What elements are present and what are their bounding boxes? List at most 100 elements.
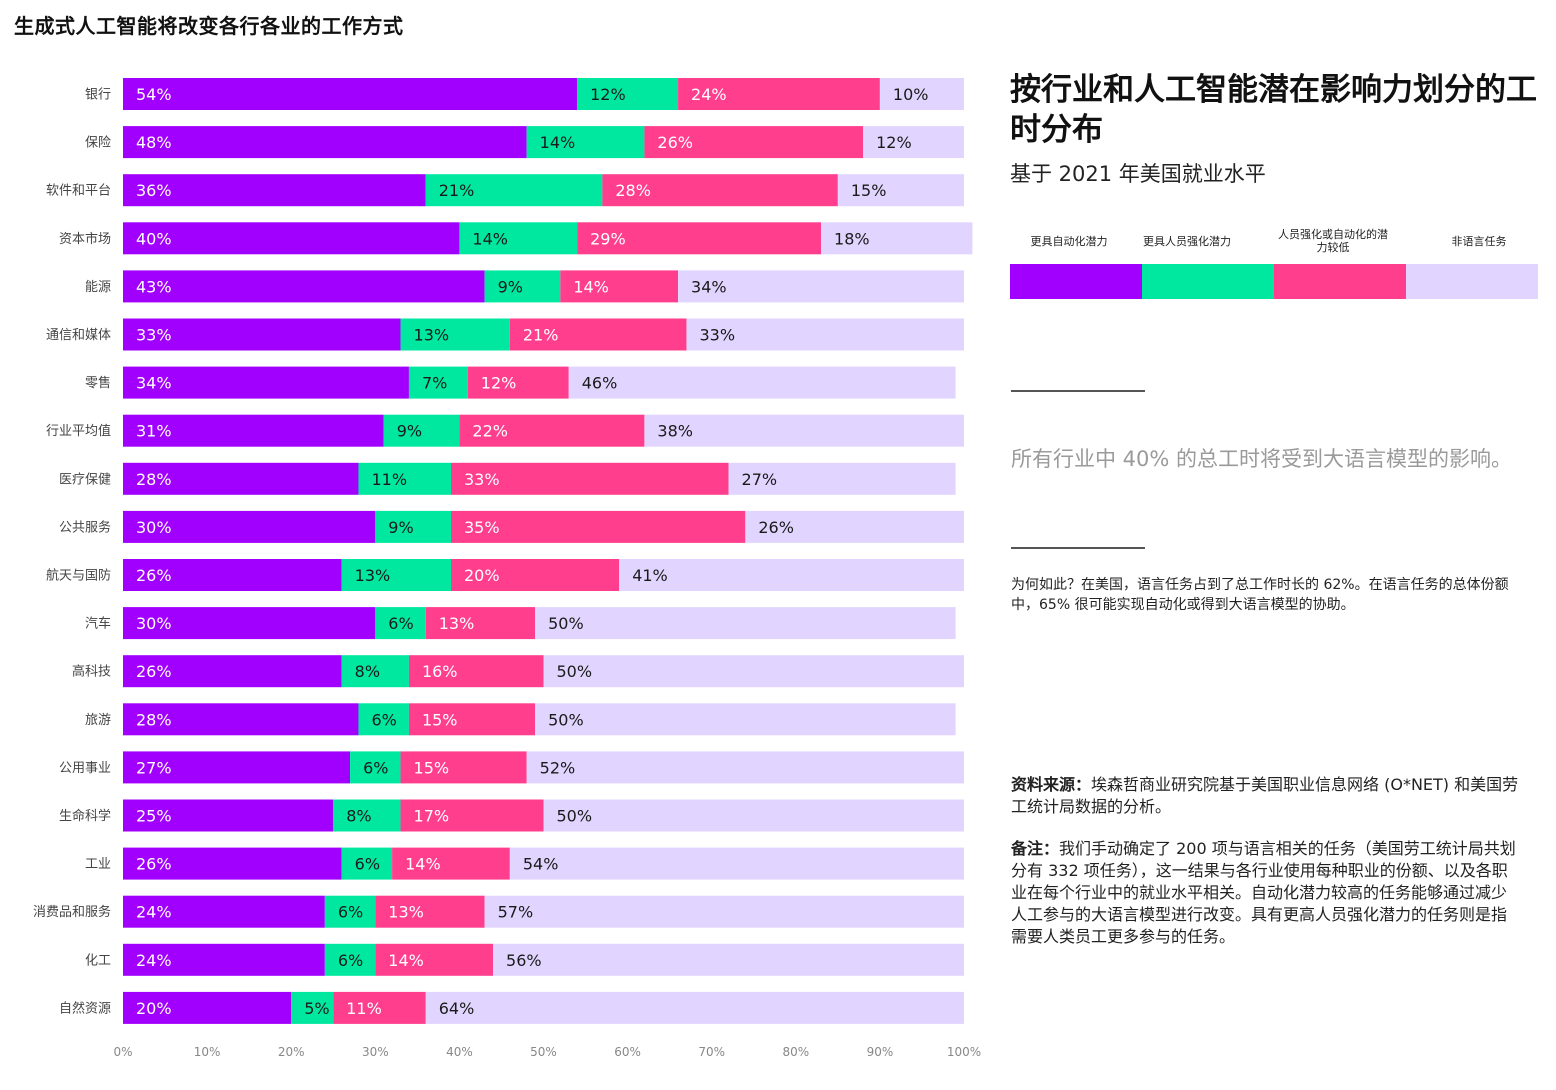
bar-segment-automation [123,799,334,832]
data-label-augmentation: 6% [338,903,363,922]
category-label: 化工 [85,953,111,968]
data-label-augmentation: 6% [388,614,413,633]
category-label: 生命科学 [59,808,111,824]
data-label-automation: 54% [136,85,172,104]
data-label-automation: 27% [136,758,172,777]
bar-segment-augmentation [459,222,578,255]
bar-segment-augmentation [484,270,561,303]
category-label: 工业 [85,857,111,872]
explanation-text: 为何如此？在美国，语言任务占到了总工作时长的 62%。在语言任务的总体份额中，6… [1011,577,1509,613]
data-label-augmentation: 9% [397,422,422,441]
bar-segment-low-potential [644,126,864,159]
bar-segment-low-potential [375,895,485,928]
data-label-low-potential: 15% [422,710,458,729]
data-label-augmentation: 14% [540,133,576,152]
bar-segment-automation [123,126,527,159]
category-label: 航天与国防 [46,568,111,584]
bar-segment-augmentation [341,559,451,591]
category-label: 高科技 [72,664,111,680]
bar-segment-non-language [821,222,973,255]
legend-label-augmentation: 更具人员强化潜力 [1143,234,1231,248]
bar-segment-low-potential [408,703,536,736]
bar-segment-automation [123,462,359,495]
data-label-low-potential: 13% [439,614,475,633]
category-label: 汽车 [85,616,111,632]
bar-segment-automation [123,222,460,255]
data-label-non-language: 52% [540,758,576,777]
source-text: 埃森哲商业研究院基于美国职业信息网络 (O*NET) 和美国劳工统计局数据的分析… [1011,775,1519,816]
bar-segment-low-potential [450,510,746,543]
bar-segment-non-language [484,895,964,928]
bar-segment-automation [123,943,325,976]
data-label-automation: 26% [136,855,172,874]
data-label-automation: 40% [136,229,172,248]
legend-swatch-augmentation [1142,264,1274,299]
legend-label-low-potential: 人员强化或自动化的潜力较低 [1278,228,1388,254]
bar-segment-non-language [425,991,964,1024]
data-label-non-language: 26% [758,518,794,537]
note-text: 我们手动确定了 200 项与语言相关的任务（美国劳工统计局共划分有 332 项任… [1011,839,1516,946]
data-label-augmentation: 6% [355,855,380,874]
bar-segment-augmentation [375,607,426,640]
bar-segment-automation [123,174,426,207]
bar-segment-automation [123,703,359,736]
bar-segment-automation [123,78,578,110]
highlight-text: 所有行业中 40% 的总工时将受到大语言模型的影响。 [1011,447,1513,471]
data-label-automation: 36% [136,181,172,200]
bar-segment-augmentation [383,414,460,447]
data-label-low-potential: 13% [388,903,424,922]
data-label-automation: 31% [136,422,172,441]
bar-segment-low-potential [425,607,536,640]
data-label-non-language: 50% [548,614,584,633]
bar-segment-automation [123,510,376,543]
data-label-automation: 28% [136,470,172,489]
data-label-low-potential: 16% [422,662,458,681]
legend-label-automation: 更具自动化潜力 [1030,234,1108,248]
bar-segment-augmentation [291,991,334,1024]
bar-segment-augmentation [375,510,451,543]
x-tick-label: 10% [194,1045,221,1059]
bar-segment-non-language [568,366,956,399]
legend-swatch-non-language [1406,264,1538,299]
bar-segment-automation [123,607,376,640]
data-label-automation: 30% [136,614,172,633]
bar-segment-low-potential [560,270,679,303]
category-label: 消费品和服务 [33,904,111,920]
data-label-augmentation: 13% [355,566,391,585]
data-label-non-language: 57% [498,903,534,922]
bar-segment-augmentation [324,895,376,928]
bar-segment-non-language [535,607,956,640]
bar-segment-automation [123,847,342,880]
data-label-augmentation: 21% [439,181,475,200]
data-label-low-potential: 22% [472,422,508,441]
category-label: 公用事业 [59,761,111,776]
data-label-non-language: 64% [439,999,475,1018]
data-label-non-language: 50% [548,710,584,729]
data-label-non-language: 38% [657,422,693,441]
data-label-augmentation: 13% [414,326,450,345]
data-label-augmentation: 6% [371,710,396,729]
bar-segment-augmentation [358,703,409,736]
bar-segment-augmentation [577,78,679,110]
data-label-augmentation: 5% [304,999,329,1018]
bar-segment-low-potential [400,751,527,784]
data-label-augmentation: 11% [371,470,407,489]
bar-segment-low-potential [459,414,645,447]
stacked-bar-chart: 银行 54% 12% 24% 10% 保险 48% 14% 26% 12% 软件和平台 36% 21% 2… [33,78,981,1059]
bar-segment-non-language [745,510,964,543]
source-label: 资料来源： [1011,775,1092,794]
bar-segment-low-potential [678,78,880,110]
data-label-non-language: 50% [557,662,593,681]
data-label-low-potential: 29% [590,229,626,248]
bar-segment-low-potential [333,991,426,1024]
bar-segment-low-potential [450,559,620,591]
bar-segment-automation [123,751,351,784]
bar-segment-low-potential [408,655,544,688]
category-label: 医疗保健 [59,472,111,487]
bar-segment-automation [123,318,401,351]
divider-top [1011,390,1145,392]
data-label-low-potential: 21% [523,326,559,345]
category-label: 保险 [85,136,111,151]
bar-segment-non-language [837,174,964,207]
data-label-augmentation: 6% [363,758,388,777]
